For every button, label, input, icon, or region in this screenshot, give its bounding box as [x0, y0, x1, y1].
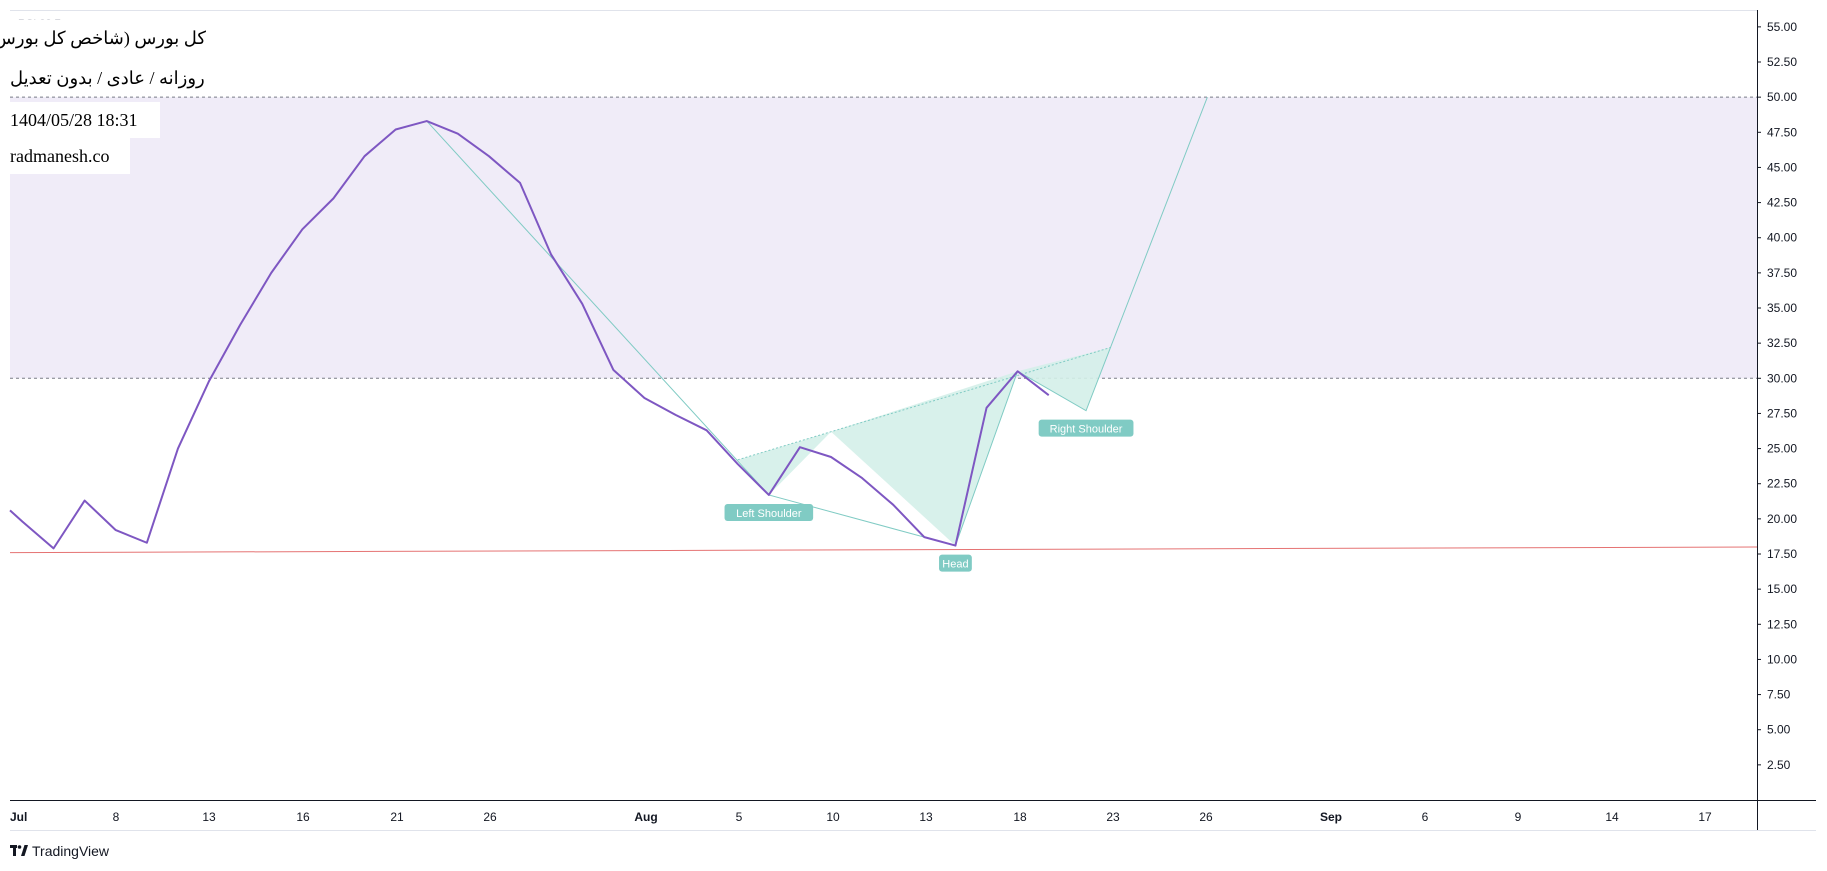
timestamp: 1404/05/28 18:31 [0, 102, 160, 138]
pattern-label-head: Head [939, 554, 972, 572]
price-axis[interactable]: 55.00 52.50 50.00 47.50 45.00 42.50 40.00 37.50… [1757, 20, 1797, 772]
support-trendline[interactable] [9, 546, 1758, 554]
x-tick-label: 13 [202, 810, 216, 824]
y-tick-label: 7.50 [1767, 688, 1791, 702]
pane-border-top [10, 10, 1758, 11]
pattern-label-right-shoulder: Right Shoulder [1038, 419, 1134, 437]
bottom-border [10, 830, 1816, 831]
y-tick-label: 15.00 [1767, 582, 1797, 596]
pattern-fill-3 [1017, 347, 1111, 411]
rsi-series-line [9, 120, 1050, 550]
y-tick-label: 47.50 [1767, 125, 1797, 139]
y-tick-label: 40.00 [1767, 231, 1797, 245]
y-tick-label: 12.50 [1767, 617, 1797, 631]
x-tick-label: 18 [1013, 810, 1027, 824]
head-shoulders-pattern[interactable] [426, 96, 1208, 547]
tradingview-logo[interactable]: TradingView [10, 843, 109, 859]
tradingview-logo-icon [10, 844, 28, 859]
y-tick-label: 35.00 [1767, 301, 1797, 315]
x-tick-label: 21 [390, 810, 404, 824]
x-tick-label: Jul [10, 810, 27, 824]
pattern-label-bg [1038, 419, 1134, 437]
symbol-title: کل بورس (شاخص کل بورس) [0, 20, 216, 56]
y-tick-label: 10.00 [1767, 652, 1797, 666]
pattern-label-text: Right Shoulder [1050, 424, 1123, 436]
pattern-label-bg [724, 503, 814, 521]
y-tick-label: 2.50 [1767, 758, 1791, 772]
x-tick-label: 10 [826, 810, 840, 824]
x-tick-label: 16 [296, 810, 310, 824]
pattern-label-text: Left Shoulder [736, 508, 802, 520]
x-tick-label: 13 [919, 810, 933, 824]
x-tick-label: 8 [113, 810, 120, 824]
x-tick-label: Sep [1320, 810, 1342, 824]
y-tick-label: 30.00 [1767, 371, 1797, 385]
y-tick-label: 27.50 [1767, 406, 1797, 420]
pattern-neckline [737, 346, 1112, 461]
y-tick-label: 32.50 [1767, 336, 1797, 350]
x-tick-label: 26 [1199, 810, 1213, 824]
y-tick-label: 17.50 [1767, 547, 1797, 561]
time-axis-border [10, 800, 1816, 801]
x-tick-label: 26 [483, 810, 497, 824]
x-tick-label: 14 [1605, 810, 1619, 824]
rsi-band-fill [10, 97, 1757, 379]
y-tick-label: 25.00 [1767, 442, 1797, 456]
pattern-labels: Left Shoulder Head Right Shoulder [724, 419, 1134, 572]
x-tick-label: 5 [736, 810, 743, 824]
price-axis-border [1757, 10, 1758, 830]
y-tick-label: 50.00 [1767, 90, 1797, 104]
x-tick-label: 17 [1698, 810, 1712, 824]
y-tick-label: 22.50 [1767, 477, 1797, 491]
y-tick-label: 20.00 [1767, 512, 1797, 526]
x-tick-label: 6 [1422, 810, 1429, 824]
pattern-label-left-shoulder: Left Shoulder [724, 503, 814, 521]
time-axis[interactable]: Jul 8 13 16 21 26 Aug 5 10 13 18 23 26 Sep 6 9 14 17 [10, 810, 1712, 824]
y-tick-label: 55.00 [1767, 20, 1797, 34]
y-tick-label: 45.00 [1767, 160, 1797, 174]
x-tick-label: 9 [1515, 810, 1522, 824]
y-tick-label: 52.50 [1767, 55, 1797, 69]
x-tick-label: 23 [1106, 810, 1120, 824]
pattern-label-bg [939, 554, 972, 572]
tradingview-logo-text: TradingView [32, 843, 110, 859]
pattern-fill-1 [737, 431, 832, 495]
x-tick-label: Aug [634, 810, 657, 824]
y-tick-label: 5.00 [1767, 723, 1791, 737]
pattern-zigzag-line [426, 96, 1208, 547]
y-tick-label: 42.50 [1767, 196, 1797, 210]
timeframe-subtitle: روزانه / عادی / بدون تعدیل [0, 60, 256, 96]
pattern-label-text: Head [942, 559, 968, 571]
website-label: radmanesh.co [0, 138, 130, 174]
y-tick-label: 37.50 [1767, 266, 1797, 280]
